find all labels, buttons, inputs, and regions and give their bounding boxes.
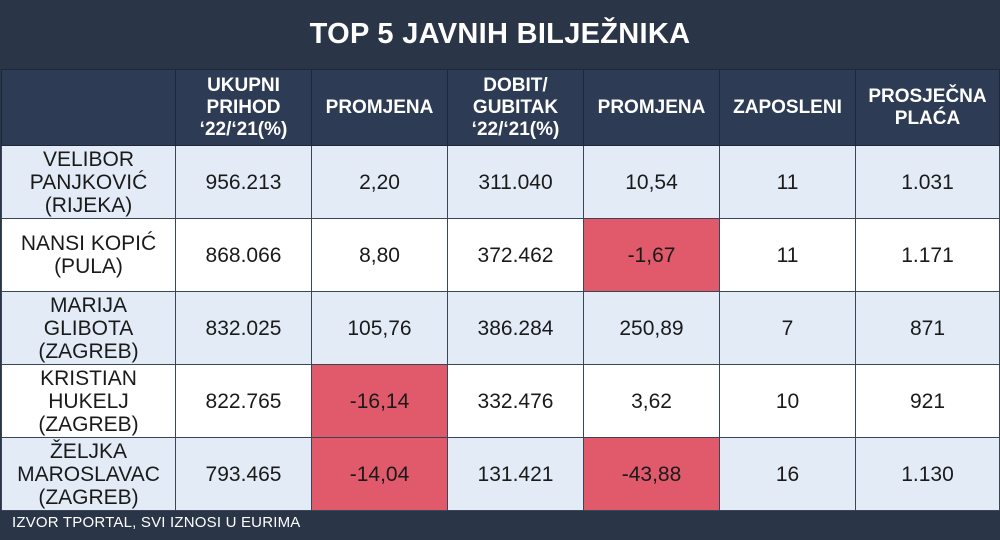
cell-name: MARIJA GLIBOTA (ZAGREB)	[1, 291, 176, 365]
cell-dobit: 372.462	[447, 218, 584, 292]
header-cell-dobit: DOBIT/ GUBITAK ‘22/‘21(%)	[447, 69, 584, 146]
cell-placa: 1.031	[855, 145, 1000, 219]
cell-zaposleni: 11	[719, 145, 856, 219]
table-header-row: UKUPNI PRIHOD ‘22/‘21(%) PROMJENA DOBIT/…	[1, 69, 1000, 146]
cell-dobit: 311.040	[447, 145, 584, 219]
header-cell-promjena-dobit: PROMJENA	[583, 69, 720, 146]
cell-promjena-prihod: 105,76	[311, 291, 448, 365]
cell-name: KRISTIAN HUKELJ (ZAGREB)	[1, 364, 176, 438]
cell-promjena-prihod: 2,20	[311, 145, 448, 219]
cell-name: NANSI KOPIĆ (PULA)	[1, 218, 176, 292]
cell-prihod: 793.465	[175, 437, 312, 511]
table-row: VELIBOR PANJKOVIĆ (RIJEKA) 956.213 2,20 …	[1, 145, 1000, 219]
cell-zaposleni: 16	[719, 437, 856, 511]
cell-name: ŽELJKA MAROSLAVAC (ZAGREB)	[1, 437, 176, 511]
cell-dobit: 332.476	[447, 364, 584, 438]
cell-placa: 871	[855, 291, 1000, 365]
cell-promjena-prihod-negative: -16,14	[311, 364, 448, 438]
source-footer: IZVOR TPORTAL, SVI IZNOSI U EURIMA	[12, 514, 301, 531]
data-table: UKUPNI PRIHOD ‘22/‘21(%) PROMJENA DOBIT/…	[1, 69, 1000, 511]
table-row: ŽELJKA MAROSLAVAC (ZAGREB) 793.465 -14,0…	[1, 437, 1000, 511]
cell-promjena-dobit: 3,62	[583, 364, 720, 438]
cell-zaposleni: 10	[719, 364, 856, 438]
cell-placa: 1.171	[855, 218, 1000, 292]
cell-placa: 1.130	[855, 437, 1000, 511]
cell-promjena-dobit: 250,89	[583, 291, 720, 365]
cell-placa: 921	[855, 364, 1000, 438]
cell-prihod: 956.213	[175, 145, 312, 219]
table-row: KRISTIAN HUKELJ (ZAGREB) 822.765 -16,14 …	[1, 364, 1000, 438]
cell-promjena-prihod-negative: -14,04	[311, 437, 448, 511]
page-title: TOP 5 JAVNIH BILJEŽNIKA	[309, 18, 691, 50]
cell-promjena-prihod: 8,80	[311, 218, 448, 292]
table-row: NANSI KOPIĆ (PULA) 868.066 8,80 372.462 …	[1, 218, 1000, 292]
cell-promjena-dobit-negative: -1,67	[583, 218, 720, 292]
cell-zaposleni: 7	[719, 291, 856, 365]
cell-promjena-dobit: 10,54	[583, 145, 720, 219]
header-cell-name	[1, 69, 176, 146]
cell-prihod: 868.066	[175, 218, 312, 292]
header-cell-prihod: UKUPNI PRIHOD ‘22/‘21(%)	[175, 69, 312, 146]
header-cell-promjena-prihod: PROMJENA	[311, 69, 448, 146]
cell-dobit: 386.284	[447, 291, 584, 365]
cell-dobit: 131.421	[447, 437, 584, 511]
cell-zaposleni: 11	[719, 218, 856, 292]
cell-prihod: 822.765	[175, 364, 312, 438]
header-cell-zaposleni: ZAPOSLENI	[719, 69, 856, 146]
cell-promjena-dobit-negative: -43,88	[583, 437, 720, 511]
header-cell-placa: PROSJEČNA PLAĆA	[855, 69, 1000, 146]
table-row: MARIJA GLIBOTA (ZAGREB) 832.025 105,76 3…	[1, 291, 1000, 365]
cell-name: VELIBOR PANJKOVIĆ (RIJEKA)	[1, 145, 176, 219]
cell-prihod: 832.025	[175, 291, 312, 365]
